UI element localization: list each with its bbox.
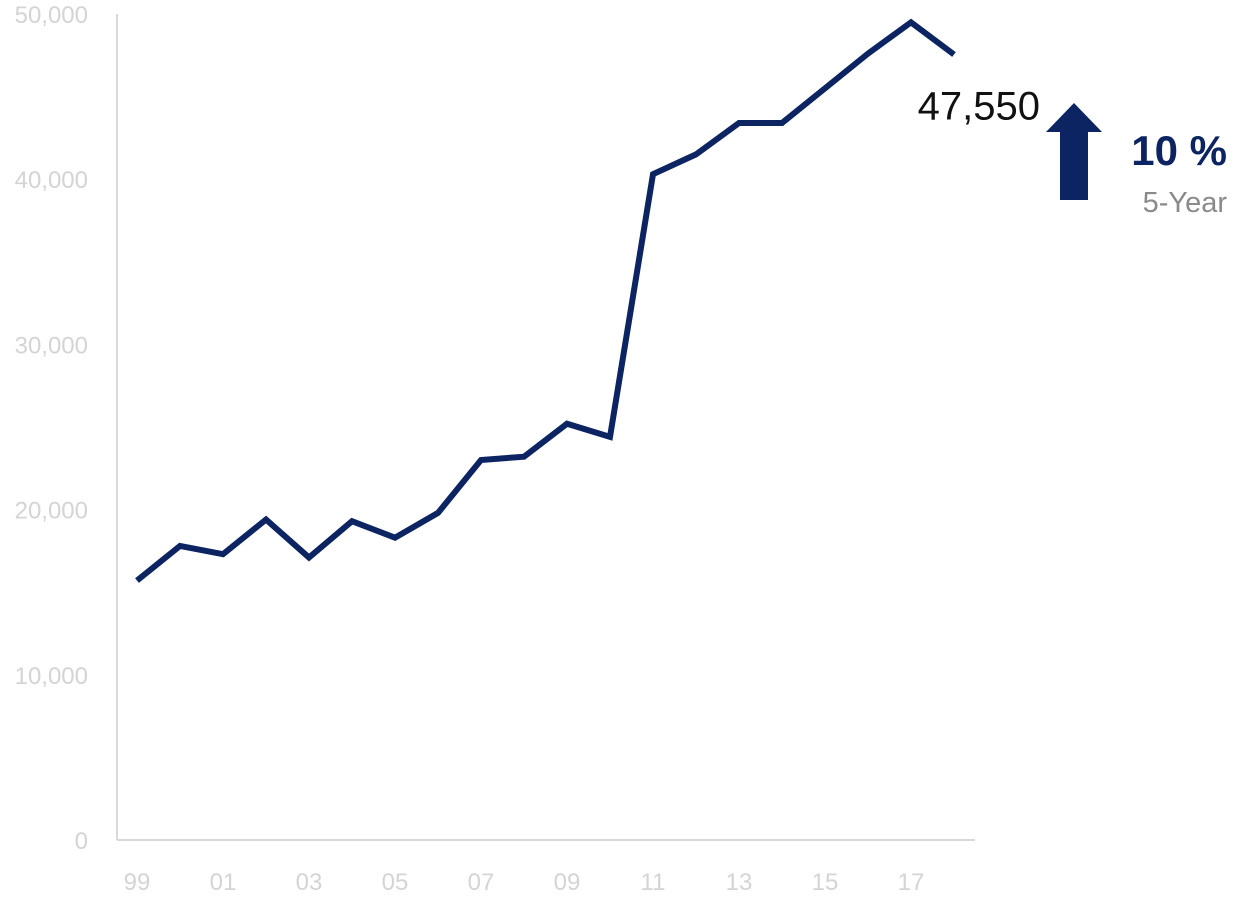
y-tick-labels: 0 10,000 20,000 30,000 40,000 50,000: [15, 2, 88, 855]
x-tick-label: 07: [468, 869, 495, 896]
y-tick-label: 20,000: [15, 498, 88, 525]
x-tick-label: 03: [296, 869, 323, 896]
x-tick-labels: 99 01 03 05 07 09 11 13 15 17: [124, 869, 925, 896]
x-tick-label: 05: [382, 869, 409, 896]
series-line: [135, 18, 956, 583]
x-tick-label: 01: [210, 869, 237, 896]
y-tick-label: 40,000: [15, 167, 88, 194]
series-layer: [135, 18, 956, 583]
x-tick-label: 09: [554, 869, 581, 896]
y-tick-label: 30,000: [15, 332, 88, 359]
change-value: 10 %: [1131, 127, 1227, 174]
x-tick-label: 15: [812, 869, 839, 896]
x-tick-label: 13: [726, 869, 753, 896]
x-tick-label: 99: [124, 869, 151, 896]
up-arrow-icon: [1046, 103, 1102, 200]
y-tick-label: 0: [75, 828, 88, 855]
y-tick-label: 50,000: [15, 2, 88, 29]
last-value-label: 47,550: [918, 84, 1040, 128]
change-period-label: 5-Year: [1143, 187, 1228, 219]
x-tick-label: 17: [898, 869, 925, 896]
x-tick-label: 11: [641, 869, 666, 896]
y-tick-label: 10,000: [15, 663, 88, 690]
